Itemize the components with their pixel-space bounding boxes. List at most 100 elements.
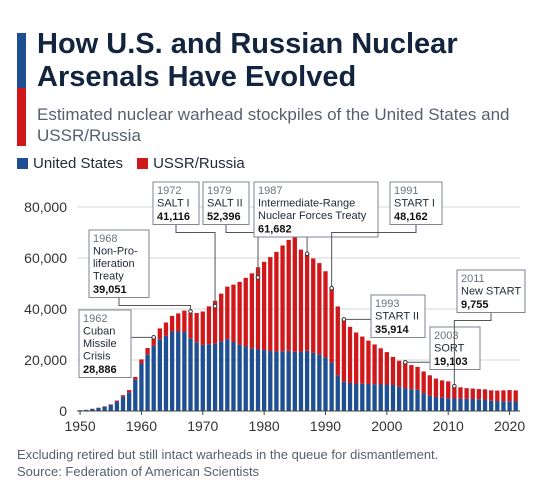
bar-us-2003 xyxy=(403,388,408,411)
bar-us-1999 xyxy=(378,384,383,411)
bar-us-2004 xyxy=(409,389,414,411)
bar-us-1988 xyxy=(311,352,316,411)
bar-us-2005 xyxy=(415,389,420,411)
x-tick-label: 1950 xyxy=(64,418,95,434)
x-tick-label: 2000 xyxy=(371,418,402,434)
annotation-leader xyxy=(118,297,192,312)
bar-us-1952 xyxy=(90,408,95,411)
annotation-label: SALT II xyxy=(207,198,243,210)
annotation-box xyxy=(202,181,250,225)
bar-russia-1971 xyxy=(206,306,212,345)
footnote: Excluding retired but still intact warhe… xyxy=(17,447,439,462)
annotation-value: 35,914 xyxy=(375,324,410,336)
annotation-year: 1987 xyxy=(258,185,282,197)
bar-us-1996 xyxy=(360,383,365,411)
bar-russia-1957 xyxy=(120,395,126,397)
bar-us-1990 xyxy=(323,357,328,411)
annotation-value: 39,051 xyxy=(93,284,127,296)
bar-russia-1998 xyxy=(372,344,377,385)
bar-russia-1963 xyxy=(157,328,162,340)
annotation-value: 19,103 xyxy=(434,356,468,368)
bar-us-1954 xyxy=(102,406,107,411)
annotation-label: Non-Pro- xyxy=(93,246,138,258)
x-tick-label: 2020 xyxy=(494,418,525,434)
chart-title: How U.S. and Russian Nuclear Arsenals Ha… xyxy=(37,28,458,93)
accent-bar-us xyxy=(17,33,26,88)
chart-subtitle: Estimated nuclear warhead stockpiles of … xyxy=(37,105,510,145)
bar-russia-1969 xyxy=(194,313,199,343)
bar-russia-1973 xyxy=(219,293,224,342)
annotation-label: Crisis xyxy=(83,351,111,363)
bar-us-1953 xyxy=(96,408,101,411)
annotation-point xyxy=(255,275,261,280)
annotation-year: 1979 xyxy=(207,185,231,197)
bar-russia-1987 xyxy=(304,253,310,351)
bar-us-2018 xyxy=(495,401,500,411)
annotation-year: 1991 xyxy=(394,185,418,197)
annotation-year: 2011 xyxy=(461,273,485,285)
annotation-box xyxy=(88,229,150,298)
annotation-point xyxy=(188,309,193,314)
bar-us-1977 xyxy=(243,346,248,411)
bar-us-1994 xyxy=(347,382,353,411)
bar-russia-1982 xyxy=(274,251,279,352)
bar-us-1958 xyxy=(127,392,132,411)
annotation-value: 9,755 xyxy=(461,299,489,311)
annotation-label: Intermediate-Range xyxy=(258,198,355,210)
bar-russia-1994 xyxy=(347,326,353,383)
bar-russia-1960 xyxy=(139,359,144,364)
annotation-point xyxy=(151,335,156,340)
annotation-value: 41,116 xyxy=(157,211,190,223)
bar-russia-1961 xyxy=(145,348,150,355)
bar-us-1991 xyxy=(329,362,334,411)
x-tick-label: 1980 xyxy=(249,418,280,434)
x-tick-label: 1960 xyxy=(126,418,157,434)
bar-us-2013 xyxy=(464,398,469,411)
bar-russia-1967 xyxy=(182,310,187,332)
bar-us-1987 xyxy=(304,350,310,411)
bar-us-1964 xyxy=(163,335,169,411)
bar-us-2017 xyxy=(489,400,494,411)
annotation-label: liferation xyxy=(93,258,135,270)
annotation-year: 1993 xyxy=(375,298,399,310)
annotation-value: 61,682 xyxy=(258,224,292,236)
bar-russia-2019 xyxy=(501,390,506,402)
bar-russia-1988 xyxy=(311,258,316,353)
annotation-box xyxy=(253,181,379,238)
annotation-point xyxy=(329,285,334,291)
bar-russia-1984 xyxy=(286,239,291,351)
annotation-box xyxy=(78,309,132,378)
annotation-point xyxy=(304,251,310,257)
bar-russia-2011 xyxy=(452,386,457,399)
bar-us-1985 xyxy=(292,351,297,411)
bar-us-1970 xyxy=(200,344,205,411)
bar-russia-1958 xyxy=(127,390,132,393)
bar-us-2020 xyxy=(507,401,512,411)
y-tick-label: 0 xyxy=(59,403,67,419)
bar-us-1951 xyxy=(84,409,89,411)
annotation-leader xyxy=(331,224,417,289)
source-note: Source: Federation of American Scientist… xyxy=(17,464,260,479)
annotation-year: 1962 xyxy=(83,313,107,325)
bar-us-1989 xyxy=(317,354,322,411)
bar-us-1969 xyxy=(194,342,199,411)
bar-russia-2012 xyxy=(458,387,463,399)
bar-russia-1956 xyxy=(114,400,120,402)
bar-russia-2001 xyxy=(390,356,396,385)
bar-us-1972 xyxy=(212,343,218,411)
legend: United States USSR/Russia xyxy=(17,155,245,172)
legend-swatch-us xyxy=(17,158,28,169)
x-tick-label: 1970 xyxy=(187,418,218,434)
bar-us-1962 xyxy=(151,345,156,411)
annotation-point xyxy=(212,303,218,309)
stacked-bar-chart: 0 20,000 40,000 60,000 80,000 1950 1960 1970 198… xyxy=(24,181,526,434)
bar-us-2021 xyxy=(513,401,518,411)
bar-us-1998 xyxy=(372,384,377,411)
legend-item-us: United States xyxy=(17,155,123,172)
bar-us-1961 xyxy=(145,354,150,411)
annotation-box xyxy=(389,181,443,225)
bar-us-1968 xyxy=(188,338,193,411)
